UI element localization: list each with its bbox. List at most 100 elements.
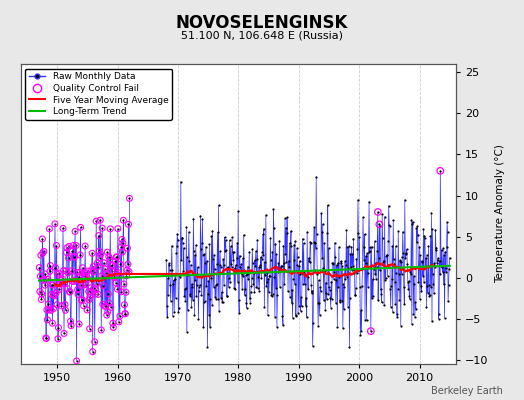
Point xyxy=(290,281,299,288)
Point xyxy=(296,271,304,278)
Point xyxy=(41,282,49,288)
Point xyxy=(86,294,94,300)
Point xyxy=(340,284,348,290)
Point xyxy=(196,212,204,219)
Point xyxy=(49,282,57,288)
Point xyxy=(255,264,263,270)
Point xyxy=(92,286,100,293)
Point xyxy=(62,249,71,256)
Point xyxy=(247,274,256,281)
Point xyxy=(380,302,388,308)
Point xyxy=(166,282,174,288)
Point xyxy=(99,301,107,308)
Point xyxy=(75,269,84,275)
Point xyxy=(83,268,92,274)
Point xyxy=(439,281,447,288)
Point xyxy=(243,271,252,277)
Point xyxy=(121,310,129,317)
Point xyxy=(123,267,131,273)
Point xyxy=(352,285,360,291)
Point xyxy=(70,254,79,260)
Point xyxy=(178,234,187,241)
Point xyxy=(92,218,101,224)
Point xyxy=(105,254,113,260)
Point xyxy=(73,286,82,293)
Point xyxy=(72,242,80,249)
Point xyxy=(124,261,132,268)
Point xyxy=(315,300,323,306)
Point xyxy=(103,312,111,318)
Point xyxy=(55,286,63,293)
Point xyxy=(114,270,123,276)
Point xyxy=(43,316,51,323)
Point xyxy=(347,264,355,270)
Point xyxy=(358,282,366,289)
Point xyxy=(93,280,101,287)
Point xyxy=(111,268,119,274)
Point xyxy=(221,234,229,241)
Point xyxy=(113,286,122,292)
Point xyxy=(263,270,271,276)
Point xyxy=(246,295,254,302)
Point xyxy=(432,244,441,251)
Point xyxy=(291,238,299,244)
Point xyxy=(430,260,439,266)
Point xyxy=(402,250,410,256)
Point xyxy=(65,243,73,250)
Point xyxy=(233,255,241,261)
Point xyxy=(39,277,48,283)
Point xyxy=(56,280,64,286)
Point xyxy=(222,236,230,243)
Point xyxy=(353,246,362,252)
Point xyxy=(362,260,370,266)
Point xyxy=(241,286,249,292)
Point xyxy=(238,255,247,262)
Point xyxy=(387,304,395,310)
Point xyxy=(429,280,438,287)
Point xyxy=(43,316,51,323)
Point xyxy=(438,264,446,271)
Point xyxy=(66,289,74,295)
Point xyxy=(100,274,108,280)
Point xyxy=(413,239,421,246)
Point xyxy=(87,289,95,296)
Point xyxy=(229,256,237,263)
Point xyxy=(375,255,383,262)
Point xyxy=(384,238,392,244)
Point xyxy=(322,290,331,296)
Point xyxy=(64,255,73,261)
Point xyxy=(78,297,86,304)
Point xyxy=(208,233,216,240)
Point xyxy=(232,262,240,268)
Point xyxy=(383,252,391,258)
Point xyxy=(41,271,50,277)
Point xyxy=(99,282,107,289)
Point xyxy=(414,265,423,271)
Point xyxy=(81,281,90,288)
Point xyxy=(95,248,103,254)
Point xyxy=(220,261,228,268)
Point xyxy=(361,231,369,238)
Point xyxy=(417,283,425,289)
Point xyxy=(182,224,191,230)
Point xyxy=(438,246,446,253)
Point xyxy=(441,248,449,255)
Point xyxy=(350,267,358,273)
Point xyxy=(57,277,65,284)
Point xyxy=(84,288,93,295)
Point xyxy=(375,267,384,274)
Point xyxy=(124,221,133,228)
Point xyxy=(192,242,200,248)
Point xyxy=(262,283,270,290)
Point xyxy=(201,260,210,266)
Point xyxy=(385,222,394,228)
Point xyxy=(125,195,134,202)
Point xyxy=(411,299,420,306)
Point xyxy=(306,239,314,245)
Point xyxy=(281,251,290,257)
Point xyxy=(73,269,81,276)
Point xyxy=(371,271,379,278)
Point xyxy=(81,273,89,280)
Point xyxy=(428,318,436,324)
Point xyxy=(396,258,404,264)
